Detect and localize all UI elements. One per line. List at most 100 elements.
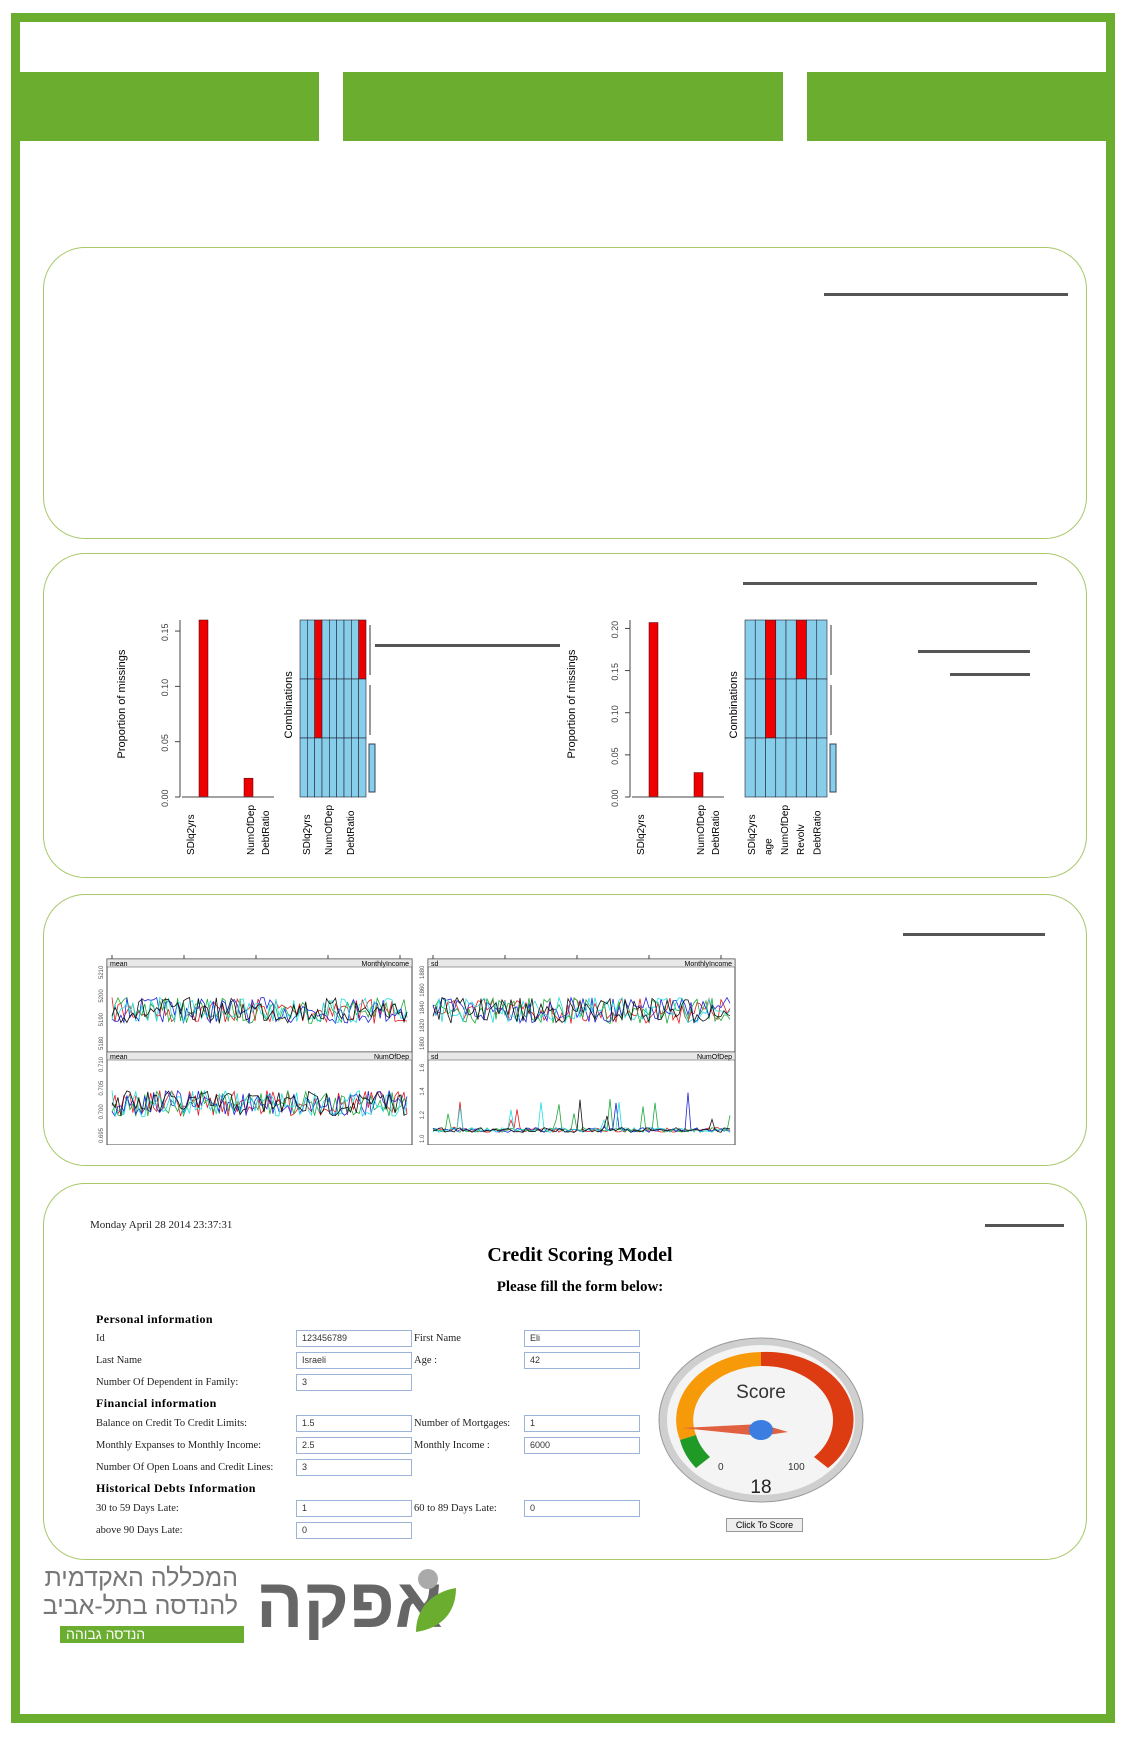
combination-cell (744, 737, 756, 798)
redacted-heading-line (903, 933, 1045, 936)
combination-cell (307, 737, 315, 798)
missing-bar (648, 622, 659, 798)
y-tick-label: 1880 (420, 965, 426, 979)
id-input[interactable]: 123456789 (296, 1330, 412, 1347)
y-tick-label: 1.6 (420, 1063, 426, 1072)
combination-cell (816, 678, 828, 739)
date-stamp: Monday April 28 2014 23:37:31 (90, 1219, 233, 1231)
combination-cell (299, 678, 308, 739)
x-tick-label: DebtRatio (261, 810, 272, 855)
y-tick-label: 0.05 (610, 747, 620, 765)
dependents-input[interactable]: 3 (296, 1374, 412, 1391)
combination-cell (329, 619, 337, 680)
click-to-score-button[interactable]: Click To Score (726, 1518, 803, 1532)
combination-cell (775, 737, 787, 798)
combination-cell (336, 678, 345, 739)
trace-line (111, 996, 408, 1024)
combination-cell (795, 619, 807, 680)
score-gauge: Score 0 100 18 (658, 1337, 864, 1503)
late60-input[interactable]: 0 (524, 1500, 640, 1517)
combination-cell (795, 678, 807, 739)
combination-cell (314, 737, 323, 798)
trace-line (432, 1099, 731, 1133)
logo-line2: להנדסה בתל-אביב (42, 1592, 238, 1620)
x-tick-label: SDlq2yrs (636, 814, 647, 855)
label-expenses: Monthly Expanses to Monthly Income: (96, 1440, 262, 1451)
combination-cell (351, 678, 359, 739)
combination-cell (806, 737, 818, 798)
y-tick-label: 0.15 (160, 624, 170, 642)
combination-cell (744, 619, 756, 680)
trace-line (432, 996, 731, 1024)
y-tick-label: 0.10 (160, 679, 170, 697)
y-tick-label: 1.2 (420, 1110, 426, 1119)
label-dependents: Number Of Dependent in Family: (96, 1377, 239, 1388)
missing-bar (243, 777, 254, 798)
strip-variable: NumOfDep (697, 1054, 732, 1061)
y-tick-label: 1860 (420, 983, 426, 997)
trace-line (111, 1090, 408, 1116)
label-income: Monthly Income : (414, 1440, 490, 1451)
balance-input[interactable]: 1.5 (296, 1415, 412, 1432)
strip-header (106, 958, 413, 968)
income-input[interactable]: 6000 (524, 1437, 640, 1454)
combination-cell (336, 619, 345, 680)
combination-cell (775, 678, 787, 739)
gauge-hub (749, 1420, 773, 1440)
x-tick-label: NumOfDep (324, 805, 335, 855)
combination-cell (307, 619, 315, 680)
mortgages-input[interactable]: 1 (524, 1415, 640, 1432)
trace-line (111, 996, 408, 1024)
combination-cell (806, 678, 818, 739)
combination-cell (816, 619, 828, 680)
y-tick-label: 1.0 (420, 1134, 426, 1143)
combination-cell (329, 678, 337, 739)
x-tick-label: NumOfDep (246, 805, 257, 855)
strip-stat: mean (110, 961, 128, 968)
combination-cell (754, 737, 766, 798)
section-financial: Financial information (96, 1396, 217, 1410)
y-tick-label: 0.695 (99, 1127, 105, 1143)
logo-wordmark: אפקה (256, 1564, 443, 1642)
combination-cell (343, 678, 352, 739)
late30-input[interactable]: 1 (296, 1500, 412, 1517)
gauge-max-label: 100 (788, 1462, 805, 1473)
x-tick-label: NumOfDep (696, 805, 707, 855)
strip-variable: MonthlyIncome (362, 961, 410, 968)
combination-cell (321, 678, 330, 739)
open-loans-input[interactable]: 3 (296, 1459, 412, 1476)
y-tick-label: 0.15 (610, 663, 620, 681)
y-tick-label: 0.00 (610, 789, 620, 807)
imputation-trace-plots: mean MonthlyIncome 5180 5190 5200 5210 sd Month… (99, 955, 736, 1145)
logo-line1: המכללה האקדמית (44, 1564, 238, 1592)
last-name-input[interactable]: Israeli (296, 1352, 412, 1369)
label-first-name: First Name (414, 1333, 461, 1344)
strip-stat: sd (431, 1054, 439, 1061)
x-tick-label: DebtRatio (813, 810, 824, 855)
x-tick-label: SDlq2yrs (747, 814, 758, 855)
combination-cell (351, 619, 359, 680)
label-open-loans: Number Of Open Loans and Credit Lines: (96, 1462, 274, 1473)
first-name-input[interactable]: Eli (524, 1330, 640, 1347)
strip-header (427, 958, 736, 968)
x-tick-label: SDlq2yrs (302, 814, 313, 855)
age-input[interactable]: 42 (524, 1352, 640, 1369)
y-tick-label: 5210 (99, 965, 105, 979)
missing-bar (198, 619, 209, 798)
expenses-input[interactable]: 2.5 (296, 1437, 412, 1454)
y-tick-label: 5190 (99, 1012, 105, 1026)
combination-cell (785, 737, 797, 798)
x-tick-label: SDlq2yrs (186, 814, 197, 855)
y-tick-label: 0.05 (160, 734, 170, 752)
strip-variable: MonthlyIncome (685, 961, 733, 968)
header-bar-center (343, 72, 783, 141)
late90-input[interactable]: 0 (296, 1522, 412, 1539)
y-tick-label: 1.4 (420, 1087, 426, 1096)
combination-cell (299, 737, 308, 798)
redacted-heading-line (985, 1224, 1064, 1227)
y-tick-label: 0.705 (99, 1080, 105, 1096)
panel-imputation (43, 894, 1087, 1166)
redacted-text-line (375, 644, 560, 647)
redacted-heading-line (824, 293, 1068, 296)
y-tick-label: 0.700 (99, 1104, 105, 1120)
